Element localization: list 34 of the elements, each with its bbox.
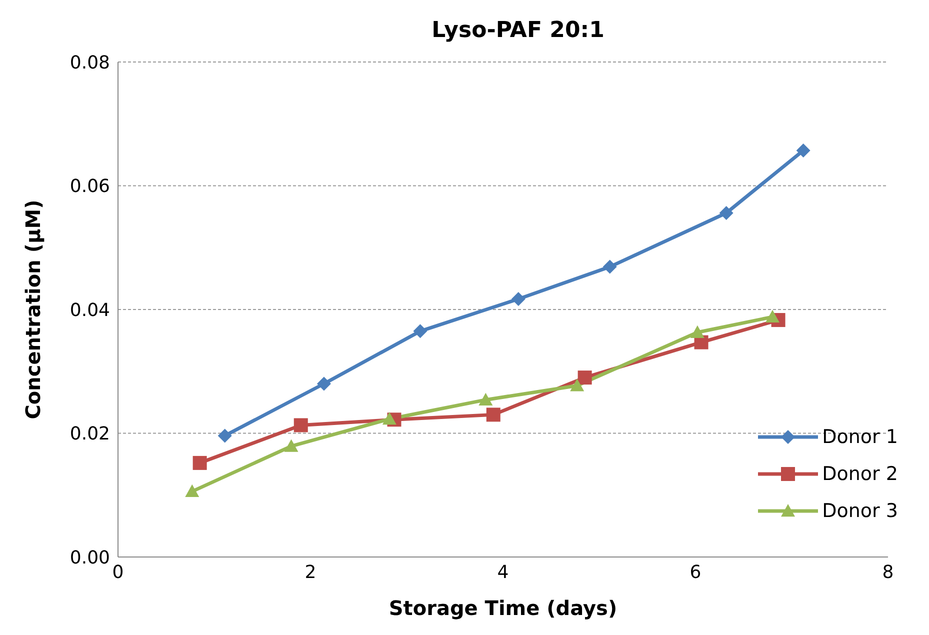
point bbox=[511, 292, 526, 306]
point bbox=[486, 408, 500, 422]
legend-label: Donor 2 bbox=[822, 462, 898, 484]
legend-label: Donor 3 bbox=[822, 500, 898, 522]
point bbox=[719, 206, 734, 220]
x-tick-label: 8 bbox=[882, 562, 894, 583]
x-tick-label: 0 bbox=[112, 562, 124, 583]
point bbox=[796, 143, 810, 158]
y-tick-label: 0.08 bbox=[70, 52, 110, 74]
point bbox=[690, 325, 704, 338]
point bbox=[218, 428, 232, 443]
x-tick-label: 2 bbox=[304, 562, 316, 583]
x-tick-label: 6 bbox=[690, 562, 702, 583]
y-tick-label: 0.06 bbox=[70, 176, 110, 198]
point bbox=[413, 324, 428, 338]
chart-title: Lyso-PAF 20:1 bbox=[430, 17, 606, 45]
y-tick-label: 0.02 bbox=[70, 424, 110, 445]
y-axis-title: Concentration (μM) bbox=[21, 200, 46, 420]
point bbox=[602, 260, 617, 274]
y-tick-label: 0.00 bbox=[70, 547, 110, 568]
point bbox=[192, 456, 207, 470]
point bbox=[284, 439, 298, 452]
x-tick-label: 4 bbox=[497, 562, 509, 583]
y-tick-label: 0.04 bbox=[70, 300, 110, 321]
point bbox=[766, 310, 780, 323]
legend-label: Donor 1 bbox=[822, 426, 898, 448]
x-axis-title: Storage Time (days) bbox=[388, 596, 618, 620]
point bbox=[294, 418, 308, 432]
point bbox=[316, 376, 331, 391]
point bbox=[478, 392, 493, 406]
point bbox=[382, 412, 396, 425]
point bbox=[185, 484, 200, 498]
point bbox=[578, 370, 592, 385]
point bbox=[570, 378, 584, 392]
